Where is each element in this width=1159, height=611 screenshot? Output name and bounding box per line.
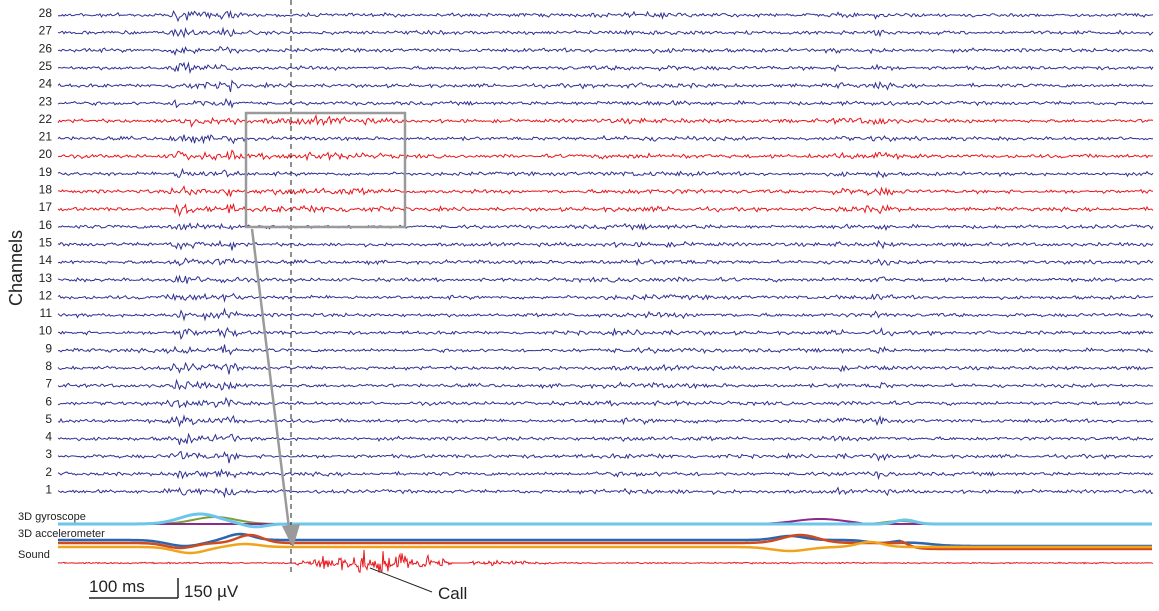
zoom-box bbox=[244, 111, 407, 229]
zoom-arrow-head bbox=[282, 524, 300, 548]
channel-label-23: 23 bbox=[39, 94, 53, 108]
channel-trace-15 bbox=[57, 239, 1154, 251]
channel-label-9: 9 bbox=[45, 341, 52, 355]
channel-label-21: 21 bbox=[39, 130, 53, 144]
channel-label-19: 19 bbox=[39, 165, 53, 179]
channel-trace-11 bbox=[57, 307, 1154, 322]
channel-trace-24 bbox=[57, 79, 1154, 93]
channel-label-15: 15 bbox=[39, 235, 53, 249]
channel-label-6: 6 bbox=[45, 394, 52, 408]
channel-trace-16 bbox=[57, 222, 1154, 232]
channel-label-1: 1 bbox=[45, 483, 52, 497]
call-label: Call bbox=[438, 584, 467, 603]
channel-label-24: 24 bbox=[39, 77, 53, 91]
scale-bar: 100 ms 150 µV bbox=[89, 577, 239, 601]
y-axis-label: Channels bbox=[6, 230, 26, 306]
channel-label-2: 2 bbox=[45, 465, 52, 479]
channel-label-5: 5 bbox=[45, 412, 52, 426]
channel-label-27: 27 bbox=[39, 24, 53, 38]
channel-trace-27 bbox=[57, 26, 1154, 39]
channel-trace-17 bbox=[57, 202, 1154, 218]
channel-label-26: 26 bbox=[39, 41, 53, 55]
scale-bar-time-label: 100 ms bbox=[89, 577, 145, 596]
channel-label-17: 17 bbox=[39, 200, 53, 214]
channel-trace-5 bbox=[57, 414, 1154, 428]
channel-trace-25 bbox=[57, 61, 1154, 75]
channel-trace-19 bbox=[57, 167, 1154, 179]
channel-trace-2 bbox=[57, 468, 1154, 481]
channel-trace-18 bbox=[57, 185, 1154, 197]
channel-trace-20 bbox=[57, 149, 1154, 162]
traces-group bbox=[57, 9, 1154, 499]
zoom-arrow-line bbox=[250, 228, 291, 529]
sensor-label-3d-gyroscope: 3D gyroscope bbox=[18, 511, 86, 523]
channel-label-4: 4 bbox=[45, 430, 52, 444]
channel-label-7: 7 bbox=[45, 377, 52, 391]
channel-trace-26 bbox=[57, 45, 1154, 56]
channel-trace-14 bbox=[57, 257, 1154, 267]
channel-label-16: 16 bbox=[39, 218, 53, 232]
channel-label-22: 22 bbox=[39, 112, 53, 126]
channel-trace-7 bbox=[57, 378, 1154, 391]
gyro-trace-blue bbox=[58, 512, 1152, 529]
channel-trace-9 bbox=[57, 344, 1154, 356]
channel-label-10: 10 bbox=[39, 324, 53, 338]
channel-trace-12 bbox=[57, 292, 1154, 303]
channel-label-20: 20 bbox=[39, 147, 53, 161]
accel-trace-red bbox=[58, 533, 1152, 551]
call-annotation: Call bbox=[369, 567, 467, 603]
channel-label-18: 18 bbox=[39, 183, 53, 197]
call-pointer-line bbox=[369, 567, 433, 593]
channel-label-12: 12 bbox=[39, 288, 53, 302]
channel-label-25: 25 bbox=[39, 59, 53, 73]
channel-label-14: 14 bbox=[39, 253, 53, 267]
annotations bbox=[244, 0, 407, 572]
channel-trace-4 bbox=[57, 432, 1154, 445]
scale-bar-voltage-label: 150 µV bbox=[184, 582, 239, 601]
sensor-label-sound: Sound bbox=[18, 549, 50, 561]
sensor-traces: 3D gyroscope 3D accelerometer Sound bbox=[18, 511, 1154, 574]
channel-trace-3 bbox=[57, 450, 1154, 464]
channel-trace-8 bbox=[57, 361, 1154, 375]
channel-trace-21 bbox=[57, 134, 1154, 145]
channel-label-13: 13 bbox=[39, 271, 53, 285]
channel-trace-23 bbox=[57, 97, 1154, 109]
sound-trace bbox=[57, 549, 1154, 574]
channel-trace-28 bbox=[57, 9, 1154, 23]
channel-label-11: 11 bbox=[40, 306, 53, 320]
sensor-label-3d-accelerometer: 3D accelerometer bbox=[18, 528, 105, 540]
channel-trace-6 bbox=[57, 396, 1154, 409]
channel-labels: 2827262524232221201918171615141312111098… bbox=[39, 6, 53, 497]
channel-label-8: 8 bbox=[45, 359, 52, 373]
channel-trace-22 bbox=[57, 114, 1154, 128]
channel-trace-13 bbox=[57, 274, 1154, 284]
accel-trace-yellow bbox=[58, 540, 1152, 555]
channel-label-3: 3 bbox=[45, 447, 52, 461]
channel-label-28: 28 bbox=[39, 6, 53, 20]
channel-trace-1 bbox=[57, 486, 1154, 499]
channel-trace-10 bbox=[57, 326, 1154, 341]
